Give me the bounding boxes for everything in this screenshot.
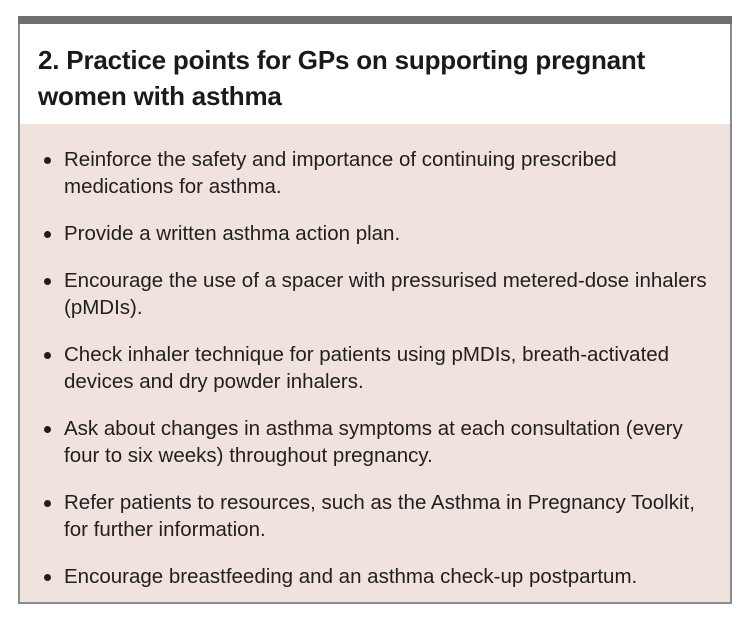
bullet-icon [44, 574, 51, 581]
bullet-icon [44, 278, 51, 285]
list-item: Ask about changes in asthma symptoms at … [42, 415, 710, 469]
list-item: Reinforce the safety and importance of c… [42, 146, 710, 200]
list-item-text: Refer patients to resources, such as the… [64, 491, 695, 541]
list-item-text: Ask about changes in asthma symptoms at … [64, 417, 683, 467]
list-item-text: Check inhaler technique for patients usi… [64, 343, 670, 393]
list-item-text: Reinforce the safety and importance of c… [64, 148, 617, 198]
bullet-icon [44, 231, 51, 238]
list-item: Provide a written asthma action plan. [42, 220, 710, 247]
list-item: Check inhaler technique for patients usi… [42, 341, 710, 395]
list-item-text: Encourage the use of a spacer with press… [64, 269, 707, 319]
bullet-icon [44, 426, 51, 433]
bullet-icon [44, 500, 51, 507]
list-item-text: Encourage breastfeeding and an asthma ch… [64, 565, 638, 588]
top-bar [18, 16, 732, 24]
list-item: Encourage breastfeeding and an asthma ch… [42, 563, 710, 590]
practice-points-list: Reinforce the safety and importance of c… [20, 124, 730, 590]
list-item: Encourage the use of a spacer with press… [42, 267, 710, 321]
bullet-icon [44, 157, 51, 164]
list-item-text: Provide a written asthma action plan. [64, 222, 401, 245]
list-item: Refer patients to resources, such as the… [42, 489, 710, 543]
practice-points-box: 2. Practice points for GPs on supporting… [18, 16, 732, 604]
box-header: 2. Practice points for GPs on supporting… [20, 24, 730, 124]
box-title: 2. Practice points for GPs on supporting… [38, 45, 646, 111]
bullet-icon [44, 352, 51, 359]
